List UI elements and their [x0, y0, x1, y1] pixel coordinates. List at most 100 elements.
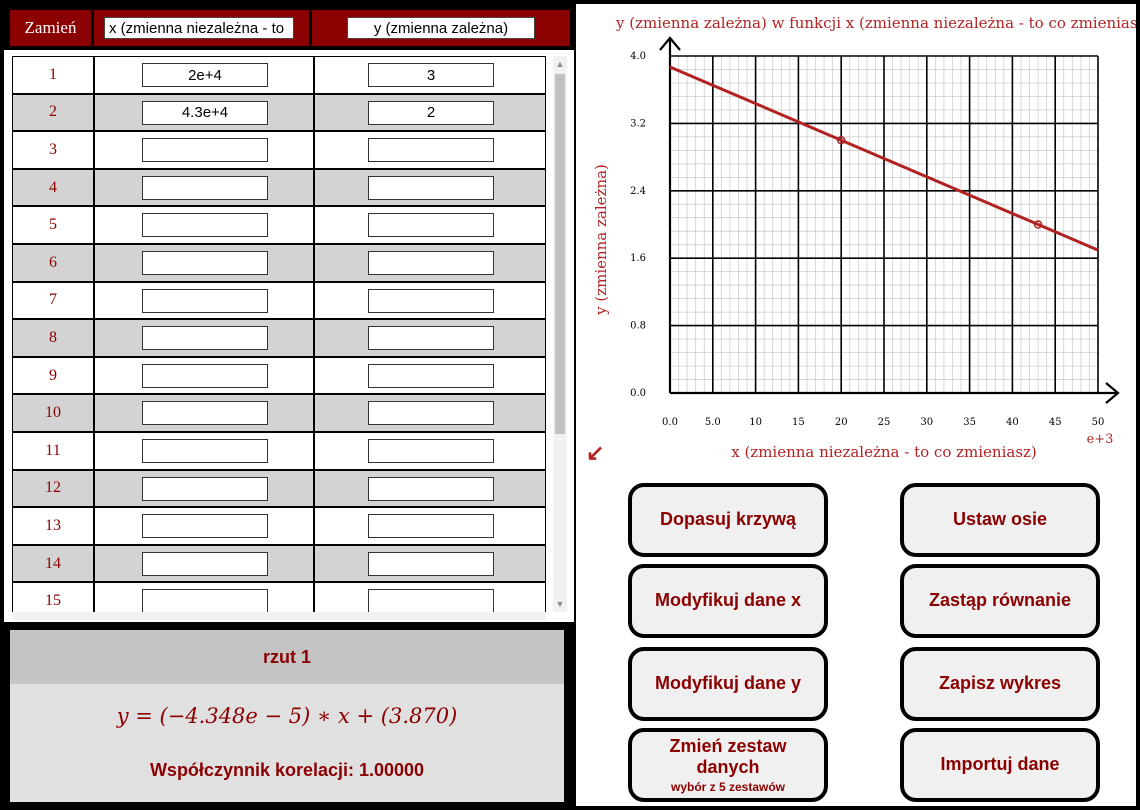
x-value-input[interactable] — [142, 288, 268, 313]
scroll-thumb[interactable] — [555, 74, 565, 434]
y-value-cell — [314, 131, 546, 169]
row-number-cell: 4 — [12, 168, 94, 207]
x-value-input[interactable] — [142, 439, 268, 463]
y-value-cell — [314, 319, 546, 357]
row-number: 8 — [49, 328, 57, 346]
y-value-input[interactable] — [368, 401, 494, 426]
result-body: y = (−4.348e − 5) ∗ x + (3.870) Współczy… — [10, 684, 564, 802]
x-value-input[interactable] — [142, 63, 268, 87]
vertical-scrollbar[interactable]: ▲ ▼ — [553, 56, 567, 612]
x-value-input[interactable] — [142, 401, 268, 426]
x-header-cell — [94, 10, 309, 46]
y-value-input[interactable] — [368, 514, 494, 539]
horizontal-scrollbar[interactable] — [12, 612, 546, 620]
y-value-input[interactable] — [368, 175, 494, 200]
x-axis-label: x (zmienna niezależna - to co zmieniasz) — [731, 443, 1037, 461]
x-tick-label: 15 — [792, 417, 805, 428]
change-dataset-button[interactable]: Zmień zestaw danych wybór z 5 zestawów — [628, 728, 828, 802]
y-tick-label: 0.8 — [630, 321, 646, 332]
row-number-cell: 2 — [12, 93, 94, 132]
y-value-cell — [314, 244, 546, 282]
x-value-input[interactable] — [142, 100, 268, 125]
y-value-input[interactable] — [368, 251, 494, 275]
scroll-up-icon[interactable]: ▲ — [555, 59, 565, 69]
x-value-cell — [94, 432, 314, 470]
y-value-cell — [314, 469, 546, 508]
modify-x-button[interactable]: Modyfikuj dane x — [628, 564, 828, 638]
y-value-input[interactable] — [368, 63, 494, 87]
x-value-cell — [94, 93, 314, 132]
x-value-input[interactable] — [142, 476, 268, 501]
x-tick-label: 30 — [920, 417, 933, 428]
modify-y-button[interactable]: Modyfikuj dane y — [628, 647, 828, 721]
replace-equation-button[interactable]: Zastąp równanie — [900, 564, 1100, 638]
x-value-input[interactable] — [142, 251, 268, 275]
y-value-input[interactable] — [368, 589, 494, 612]
y-tick-label: 2.4 — [630, 186, 646, 197]
y-value-input[interactable] — [368, 439, 494, 463]
x-tick-label: 45 — [1049, 417, 1062, 428]
x-value-cell — [94, 544, 314, 583]
fit-line — [669, 65, 1099, 252]
x-tick-label: 0.0 — [662, 417, 678, 428]
table-header: Zamień — [4, 4, 574, 50]
y-value-input[interactable] — [368, 288, 494, 313]
fit-curve-label: Dopasuj krzywą — [659, 509, 797, 530]
x-value-input[interactable] — [142, 175, 268, 200]
x-tick-label: 25 — [878, 417, 891, 428]
row-number-cell: 7 — [12, 281, 94, 320]
table-row: 10 — [12, 394, 546, 432]
y-header-cell — [312, 10, 570, 46]
y-value-cell — [314, 582, 546, 612]
x-value-input[interactable] — [142, 326, 268, 351]
set-axes-button[interactable]: Ustaw osie — [900, 483, 1100, 557]
x-value-cell — [94, 244, 314, 282]
table-row: 12 — [12, 469, 546, 508]
x-multiplier-label: e+3 — [1087, 432, 1114, 447]
x-value-input[interactable] — [142, 363, 268, 388]
y-value-input[interactable] — [368, 363, 494, 388]
scroll-down-icon[interactable]: ▼ — [555, 599, 565, 609]
row-number-cell: 11 — [12, 432, 94, 470]
y-value-input[interactable] — [368, 138, 494, 163]
y-column-name-input[interactable] — [347, 17, 535, 39]
save-chart-button[interactable]: Zapisz wykres — [900, 647, 1100, 721]
y-value-cell — [314, 93, 546, 132]
y-value-input[interactable] — [368, 213, 494, 238]
y-value-cell — [314, 544, 546, 583]
y-value-input[interactable] — [368, 476, 494, 501]
fit-result-panel: rzut 1 y = (−4.348e − 5) ∗ x + (3.870) W… — [10, 630, 564, 802]
y-value-input[interactable] — [368, 100, 494, 125]
scatter-chart: 0.0 5.0 10 15 20 25 30 35 40 45 50 0.0 0.8 1.6 2.4 3.2 4… — [592, 14, 1136, 461]
fit-curve-button[interactable]: Dopasuj krzywą — [628, 483, 828, 557]
y-value-cell — [314, 432, 546, 470]
table-row: 2 — [12, 93, 546, 132]
change-dataset-sublabel: wybór z 5 zestawów — [670, 779, 786, 794]
y-value-cell — [314, 356, 546, 395]
swap-columns-button[interactable]: Zamień — [10, 10, 91, 46]
row-number-cell: 13 — [12, 507, 94, 545]
correlation-coefficient: Współczynnik korelacji: 1.00000 — [149, 760, 425, 780]
x-value-input[interactable] — [142, 213, 268, 238]
x-value-cell — [94, 507, 314, 545]
import-data-button[interactable]: Importuj dane — [900, 728, 1100, 802]
replace-equation-label: Zastąp równanie — [928, 590, 1072, 611]
x-tick-label: 5.0 — [705, 417, 721, 428]
x-column-name-input[interactable] — [104, 17, 294, 39]
table-row: 11 — [12, 432, 546, 470]
table-row: 14 — [12, 544, 546, 583]
resize-arrow-icon[interactable]: ↙ — [586, 440, 605, 465]
y-value-input[interactable] — [368, 551, 494, 576]
x-value-input[interactable] — [142, 514, 268, 539]
save-chart-label: Zapisz wykres — [938, 673, 1062, 694]
x-value-cell — [94, 582, 314, 612]
y-value-input[interactable] — [368, 326, 494, 351]
modify-x-label: Modyfikuj dane x — [654, 590, 802, 611]
x-value-input[interactable] — [142, 138, 268, 163]
table-row: 5 — [12, 206, 546, 244]
x-value-input[interactable] — [142, 551, 268, 576]
table-row: 13 — [12, 507, 546, 545]
x-tick-label: 35 — [963, 417, 976, 428]
row-number: 7 — [49, 291, 57, 309]
x-value-input[interactable] — [142, 589, 268, 612]
